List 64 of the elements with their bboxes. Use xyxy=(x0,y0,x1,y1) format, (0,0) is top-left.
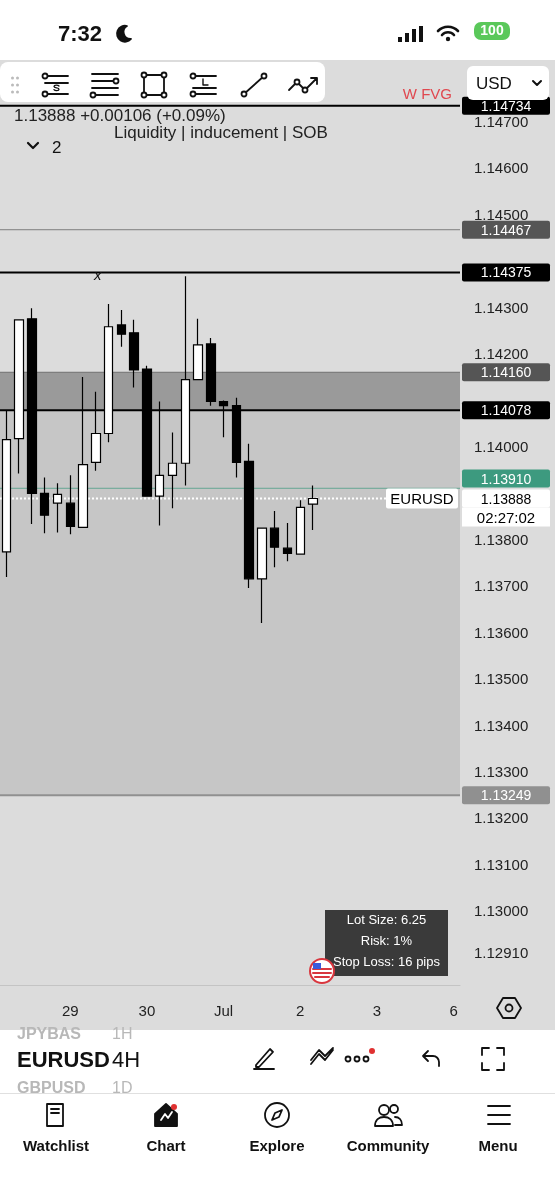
y-tick-label: 1.12910 xyxy=(474,944,529,962)
ref-line-label: 1.13249 xyxy=(480,787,532,804)
candlestick xyxy=(269,510,280,568)
ref-line-label: 1.13910 xyxy=(480,470,532,487)
y-tick-label: 1.13600 xyxy=(474,623,529,641)
candlestick xyxy=(65,474,76,535)
y-tick-label: 1.13000 xyxy=(474,902,529,920)
annotation: Stop Loss: 16 pips xyxy=(332,954,441,969)
x-tick-label: 29 xyxy=(61,1002,79,1019)
ref-line-label: 1.14467 xyxy=(480,221,532,238)
y-tick-label: 1.13200 xyxy=(474,809,529,827)
y-tick-label: 1.14600 xyxy=(474,159,529,177)
y-tick-label: 1.13800 xyxy=(474,530,529,548)
candlestick xyxy=(116,309,127,348)
chart-subtitle: 1.13888 +0.00106 (+0.09%) xyxy=(14,106,226,126)
x-tick-label: Jul xyxy=(214,1002,234,1019)
y-tick-label: 1.13700 xyxy=(474,577,529,595)
candlestick xyxy=(282,522,293,562)
text: 1H xyxy=(112,1024,133,1044)
y-tick-label: 1.14500 xyxy=(474,205,529,223)
text: Community xyxy=(345,1137,431,1156)
y-tick-label: 1.14300 xyxy=(474,298,529,316)
text: Explore xyxy=(248,1137,306,1156)
annotation: EURUSD xyxy=(390,490,454,508)
text: 7:32 xyxy=(58,20,103,48)
ref-line-label: 1.13888 xyxy=(480,490,532,507)
y-tick-label: 1.14200 xyxy=(474,345,529,363)
annotation: Risk: 1% xyxy=(359,933,414,948)
text: Chart xyxy=(145,1137,187,1156)
candlestick xyxy=(256,527,268,624)
annotation: 2 xyxy=(52,137,62,159)
ref-line-label: 1.14375 xyxy=(480,264,532,281)
y-tick-label: 1.14700 xyxy=(474,113,529,131)
y-tick-label: 1.13400 xyxy=(474,716,529,734)
y-tick-label: 1.14000 xyxy=(474,438,529,456)
ref-line-label: 1.14160 xyxy=(480,364,532,381)
candlestick xyxy=(243,443,255,589)
text: 100 xyxy=(474,22,510,40)
text: Menu xyxy=(477,1137,519,1156)
candlestick xyxy=(39,477,50,534)
text: Liquidity | inducement | SOB xyxy=(114,123,328,143)
candlestick xyxy=(307,484,319,531)
text: JPYBAS xyxy=(17,1024,82,1044)
text: 4H xyxy=(112,1046,141,1074)
x-tick-label: 3 xyxy=(372,1002,382,1019)
candlestick xyxy=(205,337,217,407)
y-tick-label: 1.13300 xyxy=(474,762,529,780)
y-tick-label: 1.13100 xyxy=(474,855,529,873)
ref-line-label: 1.14734 xyxy=(480,97,532,114)
text: Watchlist xyxy=(22,1137,90,1156)
annotation: Lot Size: 6.25 xyxy=(345,912,428,927)
text: 1D xyxy=(112,1078,133,1098)
candlestick xyxy=(128,319,140,389)
text: 02:27:02 xyxy=(476,508,536,526)
x-tick-label: 2 xyxy=(296,1002,305,1019)
text: W FVG xyxy=(402,85,452,103)
ref-line-label: 1.14078 xyxy=(480,402,532,419)
x-tick-label: 30 xyxy=(138,1002,156,1019)
candlestick xyxy=(192,318,204,381)
x-tick-label: 6 xyxy=(449,1002,458,1019)
y-tick-label: 1.13500 xyxy=(474,670,529,688)
text: USD xyxy=(476,73,512,95)
text: GBPUSD xyxy=(17,1078,86,1098)
text: EURUSD xyxy=(17,1046,110,1074)
